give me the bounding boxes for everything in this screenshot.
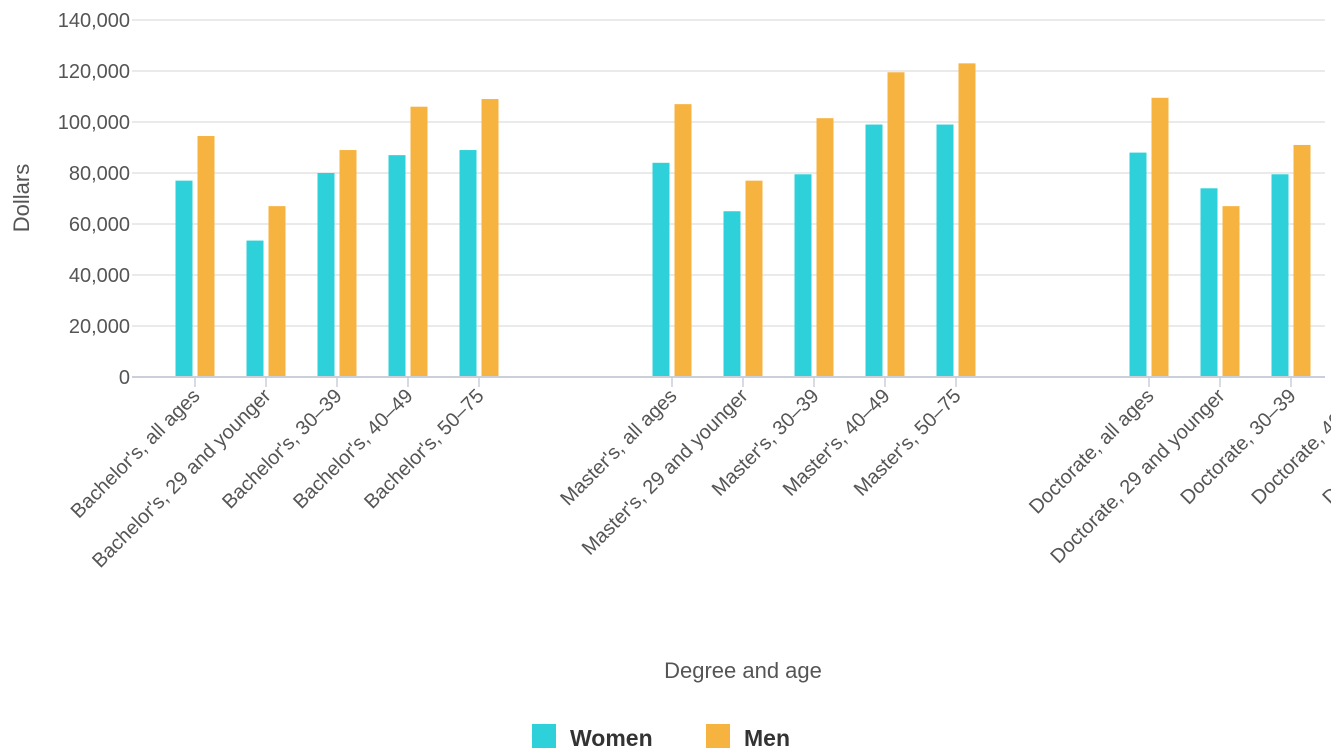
bar-men[interactable]	[674, 104, 692, 378]
bar-men[interactable]	[887, 72, 905, 378]
bar-women[interactable]	[175, 180, 193, 377]
x-category-label: Bachelor's, 50–75	[360, 385, 488, 513]
x-category-label: Bachelor's, 40–49	[289, 385, 417, 513]
x-category-label: Bachelor's, all ages	[67, 385, 205, 523]
bar-women[interactable]	[865, 124, 883, 377]
legend-item-women[interactable]: Women	[532, 724, 653, 751]
bar-women[interactable]	[1271, 174, 1289, 377]
legend-swatch	[706, 724, 730, 748]
y-tick-label: 140,000	[58, 10, 130, 32]
bar-women[interactable]	[317, 173, 335, 377]
x-axis	[132, 376, 1325, 387]
y-tick-label: 40,000	[69, 265, 130, 287]
bar-men[interactable]	[197, 136, 215, 377]
x-category-label: Bachelor's, 30–39	[218, 385, 346, 513]
legend-item-men[interactable]: Men	[706, 724, 790, 751]
bar-men[interactable]	[339, 150, 357, 377]
bar-men[interactable]	[410, 106, 428, 377]
bar-men[interactable]	[1293, 144, 1311, 377]
legend[interactable]: Women Men	[532, 724, 790, 751]
bar-women[interactable]	[723, 211, 741, 377]
bar-women[interactable]	[388, 155, 406, 377]
x-axis-title: Degree and age	[664, 658, 822, 683]
legend-label: Men	[744, 725, 790, 751]
legend-swatch	[532, 724, 556, 748]
x-category-label: Doctorate, all ages	[1025, 385, 1158, 518]
bar-women[interactable]	[1129, 152, 1147, 377]
bar-men[interactable]	[1222, 206, 1240, 377]
bar-men[interactable]	[816, 118, 834, 378]
bar-men[interactable]	[1151, 97, 1169, 378]
bars	[175, 63, 1311, 378]
x-category-label: Master's, all ages	[556, 385, 681, 510]
bar-women[interactable]	[459, 150, 477, 377]
bar-women[interactable]	[652, 162, 670, 377]
bar-men[interactable]	[481, 99, 499, 378]
y-axis-title: Dollars	[9, 164, 34, 232]
bar-women[interactable]	[1200, 188, 1218, 377]
y-axis-ticks: 0 20,000 40,000 60,000 80,000 100,000 120,000 1…	[58, 10, 130, 389]
y-tick-label: 120,000	[58, 61, 130, 83]
bar-women[interactable]	[246, 240, 264, 377]
y-tick-label: 80,000	[69, 163, 130, 185]
y-tick-label: 0	[119, 367, 130, 389]
legend-label: Women	[570, 725, 653, 751]
bar-men[interactable]	[268, 206, 286, 377]
bar-women[interactable]	[794, 174, 812, 377]
bar-women[interactable]	[936, 124, 954, 377]
y-tick-label: 100,000	[58, 112, 130, 134]
bar-men[interactable]	[745, 180, 763, 377]
y-tick-label: 20,000	[69, 316, 130, 338]
y-tick-label: 60,000	[69, 214, 130, 236]
bar-men[interactable]	[958, 63, 976, 377]
